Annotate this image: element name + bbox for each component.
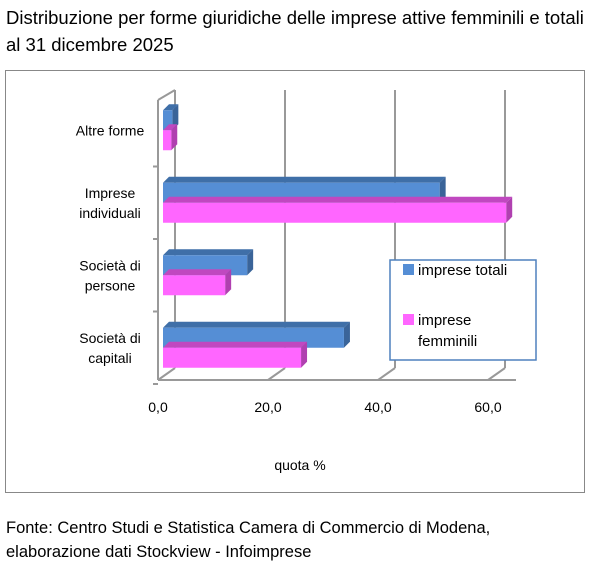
y-tick-label: Altre forme (76, 122, 145, 138)
y-axis-top (157, 89, 176, 101)
bar-top (163, 321, 350, 328)
y-tick-label: individuali (79, 205, 140, 221)
bar-top (163, 196, 513, 203)
floor-gridline (377, 367, 396, 381)
bar-side (172, 104, 179, 131)
legend-label: imprese (418, 312, 471, 329)
legend-swatch (403, 314, 414, 325)
bar-femminili (163, 130, 172, 151)
x-tick-label: 0,0 (148, 399, 168, 415)
x-tick-label: 20,0 (254, 399, 281, 415)
bar-side (171, 124, 178, 151)
chart-title: Distribuzione per forme giuridiche delle… (6, 7, 584, 55)
bar-side (343, 321, 350, 348)
legend-label: femminili (418, 333, 477, 350)
bar-top (163, 341, 308, 348)
x-tick-label: 40,0 (364, 399, 391, 415)
y-tick-label: capitali (88, 350, 132, 366)
legend-swatch (403, 264, 414, 275)
y-tick-label: Società di (79, 257, 140, 273)
floor-gridline (487, 367, 506, 381)
bar-top (163, 269, 232, 276)
bar-top (163, 176, 446, 183)
chart-frame (5, 70, 585, 493)
x-axis-label: quota % (274, 457, 325, 473)
source-line-2: elaborazione dati Stockview - Infoimpres… (6, 543, 312, 561)
bar-side (301, 341, 308, 368)
bar-side (247, 249, 254, 276)
bar-totali (163, 110, 173, 131)
bar-top (163, 249, 254, 256)
source-note: Fonte: Centro Studi e Statistica Camera … (6, 516, 490, 564)
bar-femminili (163, 202, 507, 223)
y-tick-label: persone (85, 277, 136, 293)
bar-femminili (163, 347, 302, 368)
bar-side (439, 176, 446, 203)
bar-side (225, 269, 232, 296)
bar-top (163, 104, 179, 111)
legend-box (389, 259, 537, 361)
source-line-1: Fonte: Centro Studi e Statistica Camera … (6, 519, 491, 537)
x-tick-label: 60,0 (474, 399, 501, 415)
y-tick-label: Imprese (85, 185, 136, 201)
floor-gridline (157, 367, 176, 381)
floor-gridline (267, 367, 286, 381)
legend-label: imprese totali (418, 262, 507, 279)
bar-femminili (163, 275, 226, 296)
y-tick-label: Società di (79, 330, 140, 346)
bar-side (506, 196, 513, 223)
bar-top (163, 124, 178, 131)
